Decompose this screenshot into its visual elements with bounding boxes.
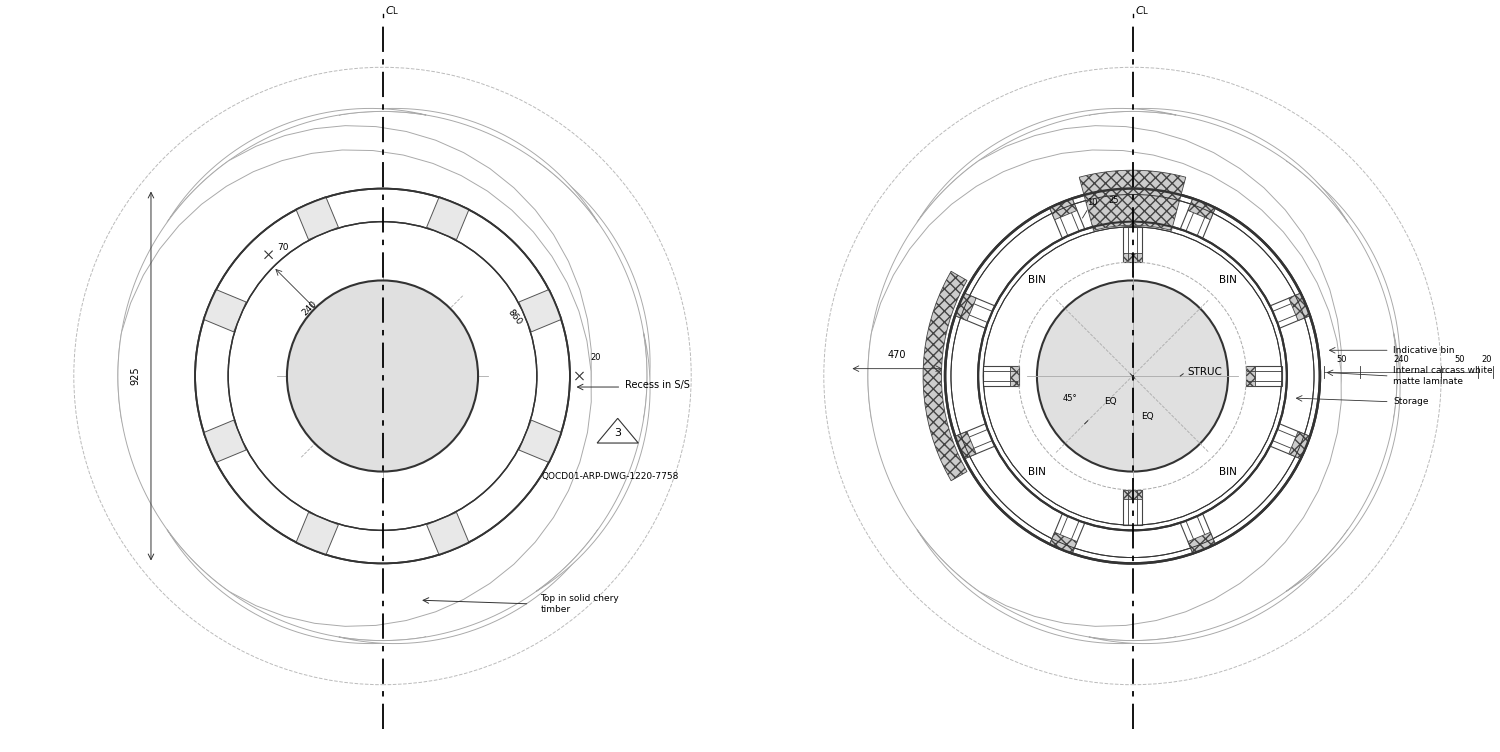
Polygon shape	[922, 271, 968, 481]
Polygon shape	[1188, 199, 1215, 220]
Text: 45°: 45°	[386, 349, 400, 358]
Circle shape	[228, 222, 537, 530]
Polygon shape	[916, 529, 1176, 644]
Polygon shape	[597, 418, 639, 443]
Text: $\mathit{C}$: $\mathit{C}$	[386, 4, 394, 16]
Text: Recess in S/S: Recess in S/S	[626, 380, 690, 390]
Text: QOCD01-ARP-DWG-1220-7758: QOCD01-ARP-DWG-1220-7758	[542, 472, 680, 481]
Text: 20: 20	[354, 313, 364, 322]
Text: BIN: BIN	[1028, 466, 1045, 477]
Text: $\mathit{C}$: $\mathit{C}$	[1136, 4, 1144, 16]
Circle shape	[984, 227, 1281, 525]
Polygon shape	[1089, 108, 1348, 223]
Polygon shape	[1124, 490, 1142, 525]
Polygon shape	[1288, 293, 1311, 320]
Circle shape	[1036, 280, 1228, 472]
Polygon shape	[1050, 514, 1084, 553]
Polygon shape	[954, 424, 994, 459]
Polygon shape	[868, 150, 1341, 626]
Polygon shape	[202, 290, 246, 332]
Polygon shape	[1270, 293, 1311, 328]
Text: 3: 3	[614, 428, 621, 438]
Text: 50: 50	[1336, 354, 1347, 363]
Polygon shape	[1050, 199, 1077, 220]
Text: BIN: BIN	[1220, 275, 1238, 286]
Polygon shape	[1188, 532, 1215, 553]
Polygon shape	[1180, 514, 1215, 553]
Text: 30: 30	[336, 298, 348, 307]
Text: 10: 10	[1088, 198, 1098, 207]
Polygon shape	[166, 529, 426, 644]
Text: 240: 240	[300, 299, 320, 318]
Text: STRUC: STRUC	[1188, 367, 1222, 378]
Polygon shape	[954, 293, 994, 328]
Polygon shape	[984, 366, 1018, 386]
Polygon shape	[1089, 529, 1348, 644]
Text: BIN: BIN	[1028, 275, 1045, 286]
Text: 470: 470	[888, 350, 906, 359]
Polygon shape	[1246, 366, 1256, 386]
Circle shape	[286, 280, 478, 472]
Polygon shape	[868, 126, 1341, 602]
Polygon shape	[202, 420, 246, 462]
Polygon shape	[339, 108, 598, 223]
Text: BIN: BIN	[1220, 466, 1238, 477]
Polygon shape	[1124, 490, 1142, 499]
Polygon shape	[1246, 366, 1281, 386]
Text: 90°: 90°	[320, 379, 334, 388]
Polygon shape	[296, 197, 339, 240]
Polygon shape	[1050, 532, 1077, 553]
Text: Indicative bin: Indicative bin	[1394, 346, 1455, 355]
Polygon shape	[519, 420, 562, 462]
Text: 70: 70	[278, 243, 290, 252]
Polygon shape	[1078, 170, 1186, 230]
Polygon shape	[1124, 253, 1142, 262]
Text: 25: 25	[1108, 196, 1119, 205]
Text: EQ: EQ	[1104, 397, 1118, 406]
Polygon shape	[1050, 199, 1084, 238]
Polygon shape	[166, 108, 426, 223]
Polygon shape	[1288, 432, 1311, 459]
Polygon shape	[426, 197, 470, 240]
Polygon shape	[519, 290, 562, 332]
Polygon shape	[118, 126, 591, 602]
Polygon shape	[536, 332, 650, 591]
Text: 20: 20	[1482, 354, 1492, 363]
Circle shape	[951, 195, 1314, 557]
Circle shape	[978, 222, 1287, 530]
Polygon shape	[118, 150, 591, 626]
Polygon shape	[1286, 332, 1400, 591]
Polygon shape	[954, 293, 976, 320]
Text: L: L	[1142, 7, 1146, 16]
Polygon shape	[954, 432, 976, 459]
Text: 45°: 45°	[1062, 394, 1077, 403]
Circle shape	[945, 189, 1320, 563]
Text: 50: 50	[1455, 354, 1466, 363]
Text: 925: 925	[130, 367, 140, 385]
Text: Top in solid chery
timber: Top in solid chery timber	[540, 594, 620, 614]
Text: Storage: Storage	[1394, 397, 1429, 406]
Text: EQ: EQ	[1142, 412, 1154, 421]
Polygon shape	[1124, 227, 1142, 262]
Polygon shape	[1180, 199, 1215, 238]
Text: 860: 860	[506, 308, 524, 327]
Text: Internal carcass white
matte laminate: Internal carcass white matte laminate	[1394, 366, 1492, 386]
Polygon shape	[339, 529, 598, 644]
Polygon shape	[426, 512, 470, 555]
Polygon shape	[1270, 424, 1311, 459]
Circle shape	[195, 189, 570, 563]
Polygon shape	[1286, 161, 1400, 420]
Text: L: L	[392, 7, 396, 16]
Polygon shape	[536, 161, 650, 420]
Polygon shape	[916, 108, 1176, 223]
Text: 240: 240	[1394, 354, 1408, 363]
Polygon shape	[1010, 366, 1019, 386]
Polygon shape	[296, 512, 339, 555]
Text: 20: 20	[591, 353, 602, 362]
